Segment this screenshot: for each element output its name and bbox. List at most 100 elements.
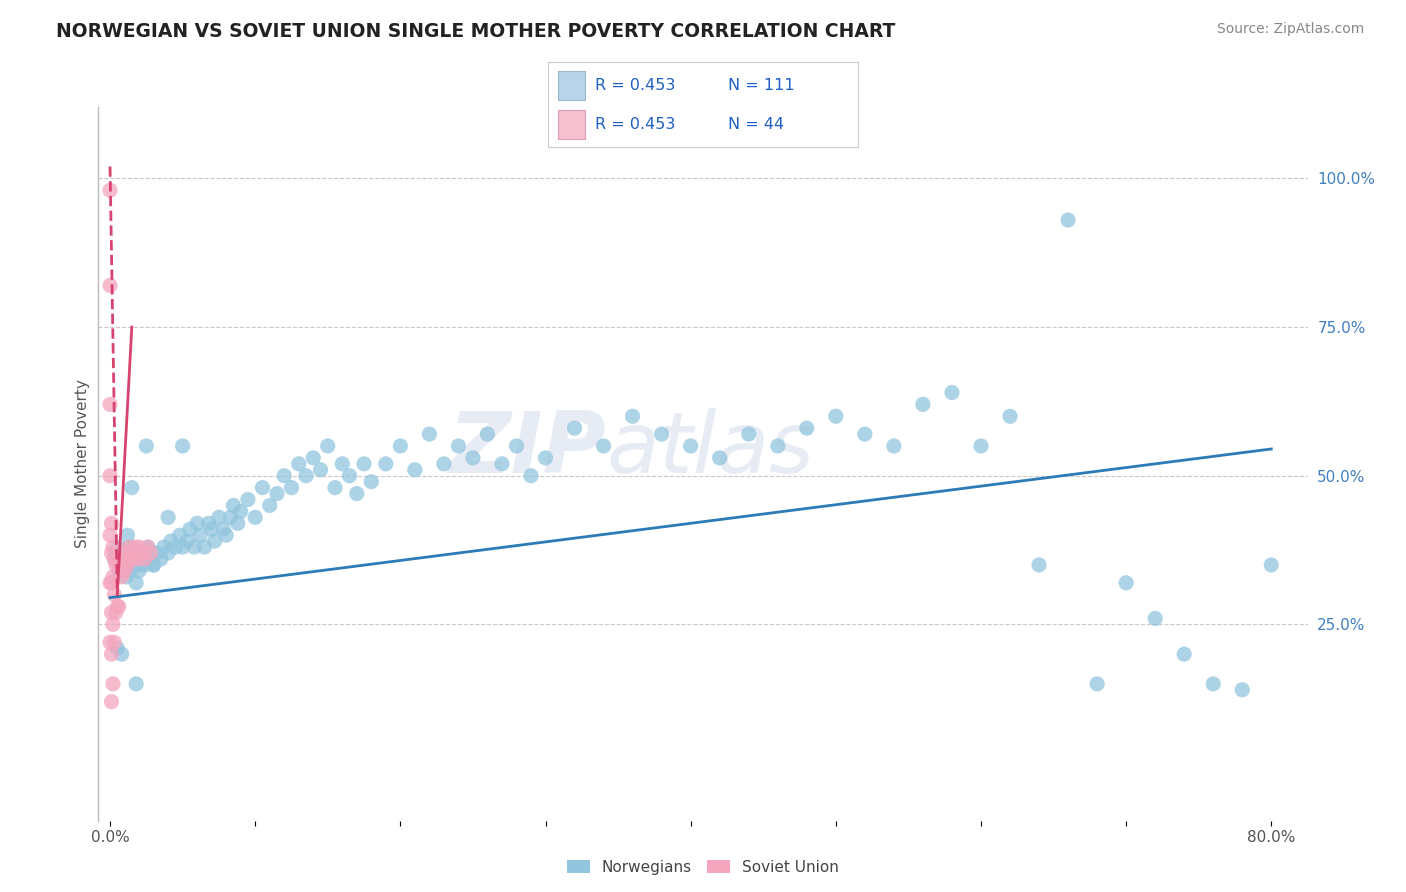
Point bbox=[418, 427, 440, 442]
Point bbox=[172, 439, 194, 453]
Point bbox=[208, 510, 231, 524]
Point bbox=[330, 457, 353, 471]
Point bbox=[204, 534, 226, 549]
Text: NORWEGIAN VS SOVIET UNION SINGLE MOTHER POVERTY CORRELATION CHART: NORWEGIAN VS SOVIET UNION SINGLE MOTHER … bbox=[56, 22, 896, 41]
Point bbox=[245, 510, 267, 524]
Text: R = 0.453: R = 0.453 bbox=[595, 117, 675, 132]
Point bbox=[592, 439, 614, 453]
Point bbox=[374, 457, 396, 471]
Point bbox=[280, 481, 302, 495]
Point bbox=[103, 552, 125, 566]
FancyBboxPatch shape bbox=[558, 71, 585, 100]
Point bbox=[679, 439, 702, 453]
Point bbox=[709, 450, 731, 465]
Point bbox=[389, 439, 412, 453]
Point bbox=[98, 575, 121, 590]
Point bbox=[117, 558, 139, 572]
Point bbox=[226, 516, 249, 531]
Point bbox=[1057, 213, 1080, 227]
Point bbox=[101, 617, 124, 632]
Point bbox=[766, 439, 789, 453]
Point bbox=[105, 540, 128, 554]
Point bbox=[157, 510, 180, 524]
Point bbox=[188, 528, 211, 542]
Point bbox=[125, 546, 148, 560]
Point bbox=[433, 457, 456, 471]
Point bbox=[273, 468, 295, 483]
Point bbox=[1232, 682, 1254, 697]
Point bbox=[360, 475, 382, 489]
Point bbox=[149, 552, 172, 566]
Point bbox=[104, 558, 127, 572]
Point bbox=[970, 439, 993, 453]
Point bbox=[121, 546, 143, 560]
Point bbox=[127, 552, 149, 566]
Point bbox=[309, 463, 332, 477]
Text: atlas: atlas bbox=[606, 408, 814, 491]
Point bbox=[111, 558, 134, 572]
Point bbox=[339, 468, 361, 483]
Text: R = 0.453: R = 0.453 bbox=[595, 78, 675, 93]
Point bbox=[114, 552, 136, 566]
Point bbox=[100, 647, 122, 661]
Point bbox=[98, 183, 121, 197]
Point bbox=[201, 522, 224, 536]
Point bbox=[1085, 677, 1108, 691]
Point bbox=[998, 409, 1021, 424]
Legend: Norwegians, Soviet Union: Norwegians, Soviet Union bbox=[561, 854, 845, 880]
Text: N = 111: N = 111 bbox=[728, 78, 794, 93]
Point bbox=[1144, 611, 1167, 625]
Point bbox=[100, 606, 122, 620]
Point bbox=[108, 552, 131, 566]
Point bbox=[112, 546, 135, 560]
Point bbox=[1260, 558, 1282, 572]
Point bbox=[122, 552, 145, 566]
Point bbox=[105, 552, 128, 566]
Point bbox=[266, 486, 288, 500]
Point bbox=[186, 516, 208, 531]
Point bbox=[134, 552, 156, 566]
Point bbox=[100, 575, 122, 590]
Point bbox=[107, 599, 129, 614]
Point bbox=[259, 499, 281, 513]
Text: N = 44: N = 44 bbox=[728, 117, 785, 132]
Point bbox=[353, 457, 375, 471]
Point bbox=[104, 606, 127, 620]
Point bbox=[127, 552, 149, 566]
Point bbox=[796, 421, 818, 435]
Point bbox=[98, 397, 121, 411]
Point bbox=[103, 588, 125, 602]
Point bbox=[114, 564, 136, 578]
Point bbox=[117, 558, 139, 572]
Point bbox=[302, 450, 325, 465]
Point bbox=[101, 540, 124, 554]
Point bbox=[447, 439, 470, 453]
Point bbox=[534, 450, 557, 465]
Point bbox=[131, 546, 153, 560]
Point bbox=[100, 546, 122, 560]
Point bbox=[229, 504, 252, 518]
Point bbox=[139, 546, 162, 560]
Point bbox=[117, 528, 139, 542]
Point bbox=[651, 427, 673, 442]
Point bbox=[176, 534, 198, 549]
Point bbox=[145, 546, 167, 560]
Point bbox=[98, 635, 121, 649]
Point bbox=[323, 481, 346, 495]
Point bbox=[136, 540, 159, 554]
Point bbox=[346, 486, 368, 500]
Point bbox=[120, 564, 142, 578]
Point bbox=[1173, 647, 1195, 661]
Point bbox=[118, 540, 141, 554]
Point bbox=[165, 540, 187, 554]
FancyBboxPatch shape bbox=[558, 110, 585, 139]
Point bbox=[120, 552, 142, 566]
Point bbox=[98, 278, 121, 293]
Point bbox=[111, 647, 134, 661]
Point bbox=[98, 528, 121, 542]
Point bbox=[98, 468, 121, 483]
Point bbox=[135, 439, 157, 453]
Point bbox=[121, 552, 143, 566]
Point bbox=[477, 427, 499, 442]
Point bbox=[111, 570, 134, 584]
